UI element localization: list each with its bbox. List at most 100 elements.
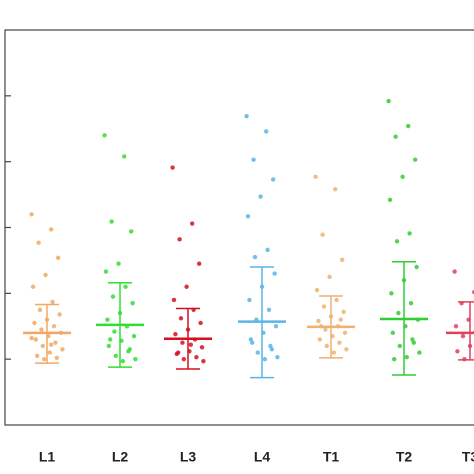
- data-point: [314, 287, 320, 293]
- data-point: [340, 257, 345, 262]
- data-point: [265, 247, 270, 253]
- x-tick-label: L4: [254, 449, 271, 465]
- data-point: [255, 350, 260, 355]
- data-point: [122, 154, 127, 159]
- data-point: [410, 337, 415, 342]
- data-point: [120, 358, 126, 364]
- data-point: [133, 356, 138, 362]
- data-point: [317, 337, 322, 342]
- data-point: [248, 337, 253, 342]
- data-point: [245, 214, 251, 219]
- data-point: [271, 177, 276, 182]
- data-point: [51, 324, 57, 329]
- x-tick-label: T2: [396, 449, 413, 465]
- x-tick-label: T3: [462, 449, 474, 465]
- data-point: [53, 340, 58, 345]
- data-point: [453, 324, 459, 329]
- data-point: [252, 254, 258, 260]
- data-point: [393, 134, 398, 139]
- data-point: [49, 227, 54, 232]
- data-point: [54, 355, 59, 361]
- data-point: [184, 284, 189, 289]
- data-point: [411, 340, 416, 345]
- data-point: [109, 219, 114, 224]
- data-point: [30, 284, 36, 289]
- data-point: [201, 358, 206, 364]
- data-point: [386, 98, 391, 104]
- data-point: [170, 165, 175, 170]
- data-point: [178, 316, 184, 321]
- data-point: [404, 354, 409, 360]
- data-point: [342, 330, 348, 336]
- data-point: [344, 347, 349, 352]
- data-point: [29, 335, 34, 341]
- data-point: [247, 297, 252, 303]
- data-point: [43, 272, 48, 278]
- data-point: [35, 353, 40, 359]
- data-point: [197, 261, 202, 266]
- data-point: [47, 350, 52, 355]
- data-point: [266, 307, 272, 312]
- data-point: [181, 356, 186, 362]
- data-point: [36, 240, 41, 245]
- data-point: [116, 261, 121, 266]
- data-point: [123, 284, 128, 289]
- data-point: [39, 327, 44, 332]
- data-point: [320, 232, 325, 237]
- data-point: [130, 301, 135, 306]
- data-point: [129, 229, 134, 234]
- data-point: [387, 197, 393, 203]
- data-point: [180, 340, 185, 345]
- data-point: [407, 231, 412, 236]
- data-point: [250, 340, 255, 345]
- data-point: [171, 297, 177, 303]
- data-point: [173, 331, 178, 337]
- data-point: [57, 312, 62, 317]
- data-point: [258, 194, 263, 199]
- data-point: [313, 174, 318, 180]
- data-point: [400, 174, 405, 180]
- data-point: [414, 264, 419, 270]
- data-point: [408, 301, 414, 306]
- data-point: [42, 356, 47, 362]
- data-point: [177, 237, 182, 242]
- data-point: [33, 337, 38, 342]
- data-point: [452, 269, 457, 274]
- data-point: [327, 274, 332, 280]
- data-point: [417, 350, 422, 355]
- data-point: [37, 307, 43, 312]
- data-point: [29, 212, 34, 217]
- data-point: [56, 255, 61, 260]
- data-point: [199, 345, 205, 350]
- data-point: [251, 157, 256, 162]
- x-tick-label: L3: [180, 449, 197, 465]
- data-point: [268, 343, 273, 349]
- data-point: [188, 342, 193, 347]
- data-point: [337, 340, 342, 345]
- data-point: [190, 221, 195, 226]
- data-point: [264, 129, 269, 134]
- data-point: [102, 133, 107, 138]
- data-point: [50, 299, 55, 305]
- data-point: [131, 333, 137, 339]
- data-point: [113, 353, 119, 359]
- data-point: [413, 157, 418, 162]
- data-point: [127, 347, 132, 352]
- data-point: [321, 304, 327, 309]
- data-point: [49, 342, 54, 347]
- data-point: [275, 354, 280, 360]
- data-point: [194, 354, 199, 360]
- data-point: [272, 271, 277, 276]
- x-tick-label: L1: [39, 449, 56, 465]
- data-point: [334, 297, 339, 303]
- data-point: [341, 309, 346, 314]
- data-point: [331, 350, 336, 355]
- data-point: [460, 333, 466, 339]
- data-point: [323, 327, 328, 332]
- data-point: [112, 329, 117, 334]
- data-point: [396, 310, 401, 316]
- data-point: [40, 343, 45, 349]
- data-point: [60, 347, 65, 352]
